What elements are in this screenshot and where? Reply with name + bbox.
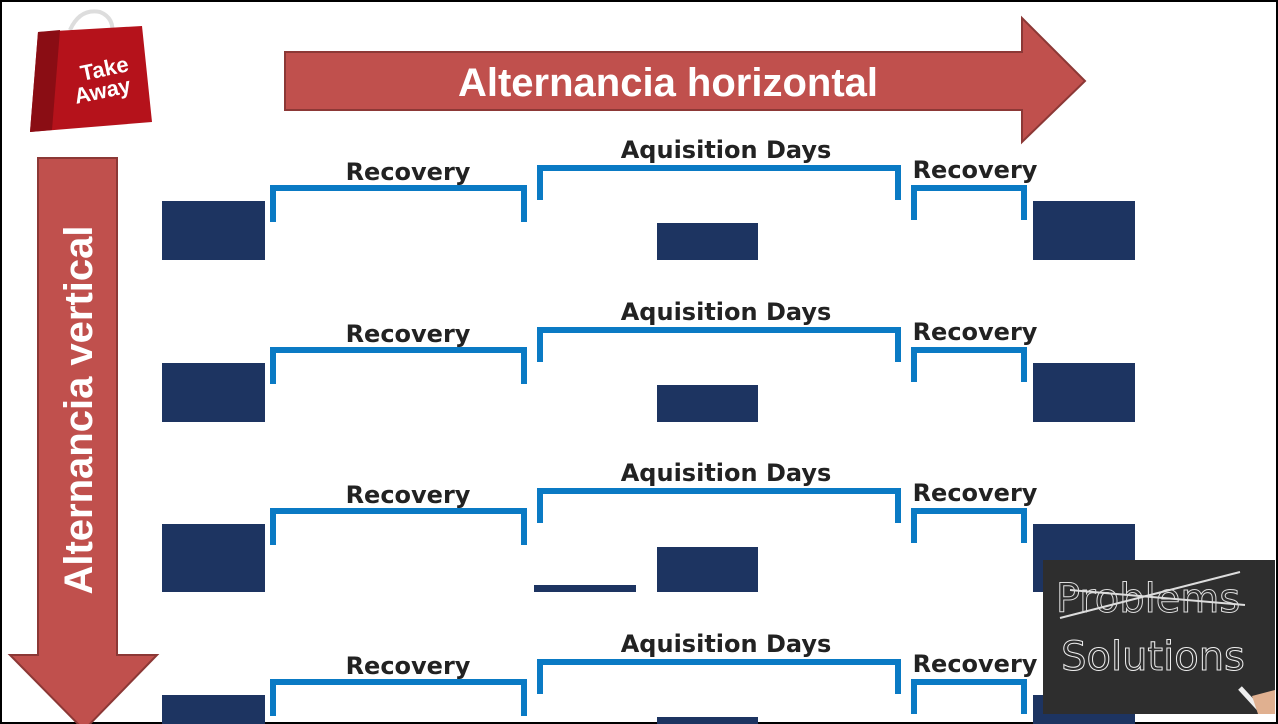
block [657,223,758,260]
horizontal-arrow-label: Alternancia horizontal [458,61,878,105]
recovery-right-label: Recovery [913,156,1038,184]
block [657,717,758,724]
recovery-right-label: Recovery [913,479,1038,507]
acquisition-label: Aquisition Days [621,136,832,164]
block [162,201,265,260]
bracket [911,347,1027,382]
block [534,585,636,592]
recovery-left-label: Recovery [346,652,471,680]
bracket [911,679,1027,714]
acquisition-label: Aquisition Days [621,298,832,326]
solutions-word: Solutions [1061,634,1245,680]
bracket [270,679,527,716]
recovery-left-label: Recovery [346,320,471,348]
vertical-arrow [7,157,160,724]
block [162,524,265,592]
recovery-left-label: Recovery [346,481,471,509]
block [1033,201,1135,260]
block [657,547,758,592]
block [657,385,758,422]
recovery-right-label: Recovery [913,650,1038,678]
bracket [911,185,1027,220]
bracket [270,508,527,545]
acquisition-label: Aquisition Days [621,459,832,487]
take-away-bag: Take Away [30,9,152,132]
block [1033,363,1135,422]
horizontal-arrow [284,15,1087,145]
recovery-left-label: Recovery [346,158,471,186]
rows: Recovery Aquisition Days Recovery Recovery A… [162,136,1135,724]
chalkboard: Problems Solutions [1043,560,1275,714]
recovery-right-label: Recovery [913,318,1038,346]
block [162,363,265,422]
bracket [537,165,901,200]
bracket [911,508,1027,543]
bracket [537,488,901,523]
crossed-word: Problems [1056,576,1240,622]
bracket [270,347,527,384]
vertical-arrow-label: Alternancia vertical [57,225,101,594]
bracket [537,659,901,694]
block [162,695,265,724]
acquisition-label: Aquisition Days [621,630,832,658]
bracket [537,327,901,362]
bracket [270,185,527,222]
